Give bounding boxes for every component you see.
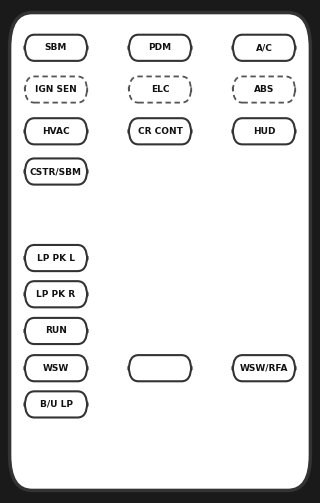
FancyBboxPatch shape — [25, 281, 87, 307]
FancyBboxPatch shape — [25, 318, 87, 344]
FancyBboxPatch shape — [233, 355, 295, 381]
FancyBboxPatch shape — [25, 245, 87, 271]
FancyBboxPatch shape — [25, 391, 87, 417]
FancyBboxPatch shape — [25, 35, 87, 61]
Text: PDM: PDM — [148, 43, 172, 52]
FancyBboxPatch shape — [129, 355, 191, 381]
Text: HVAC: HVAC — [42, 127, 70, 136]
Text: A/C: A/C — [256, 43, 272, 52]
Text: ABS: ABS — [254, 85, 274, 94]
Text: ELC: ELC — [151, 85, 169, 94]
Text: CR CONT: CR CONT — [138, 127, 182, 136]
Text: B/U LP: B/U LP — [39, 400, 73, 409]
FancyBboxPatch shape — [25, 355, 87, 381]
FancyBboxPatch shape — [10, 13, 310, 490]
Text: LP PK R: LP PK R — [36, 290, 76, 299]
FancyBboxPatch shape — [129, 35, 191, 61]
Text: CSTR/SBM: CSTR/SBM — [30, 167, 82, 176]
FancyBboxPatch shape — [129, 76, 191, 103]
Text: IGN SEN: IGN SEN — [35, 85, 77, 94]
Text: WSW/RFA: WSW/RFA — [240, 364, 288, 373]
Text: SBM: SBM — [45, 43, 67, 52]
Text: HUD: HUD — [253, 127, 275, 136]
FancyBboxPatch shape — [233, 35, 295, 61]
Text: LP PK L: LP PK L — [37, 254, 75, 263]
Text: RUN: RUN — [45, 326, 67, 336]
FancyBboxPatch shape — [25, 158, 87, 185]
FancyBboxPatch shape — [233, 118, 295, 144]
Text: WSW: WSW — [43, 364, 69, 373]
FancyBboxPatch shape — [25, 118, 87, 144]
FancyBboxPatch shape — [25, 76, 87, 103]
FancyBboxPatch shape — [233, 76, 295, 103]
FancyBboxPatch shape — [129, 118, 191, 144]
